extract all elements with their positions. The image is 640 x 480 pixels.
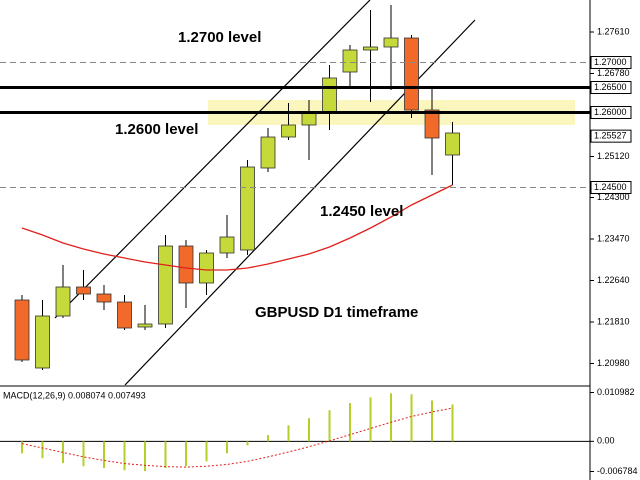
candle-body	[76, 286, 91, 295]
y-tick-label: 1.20980	[597, 358, 630, 368]
channel-upper	[54, 0, 371, 319]
level-label-box	[590, 129, 632, 143]
y-tick-label: -0.006784	[597, 466, 638, 476]
level-label-box	[590, 181, 632, 194]
y-tick-label: 1.26780	[597, 68, 630, 78]
signal-line	[21, 407, 453, 468]
candle-body	[96, 293, 112, 303]
level-label-box	[590, 81, 632, 94]
candle-body	[117, 301, 132, 329]
y-tick-label: 1.22640	[597, 275, 630, 285]
candle-body	[199, 252, 214, 284]
candle-body	[342, 49, 358, 73]
candle-body	[301, 112, 317, 126]
candle-body	[260, 136, 276, 169]
marks	[0, 5, 590, 472]
annotation: 1.2600 level	[115, 121, 198, 138]
candle-body	[137, 323, 153, 328]
y-tick-label: 1.21810	[597, 316, 630, 326]
y-tick-label: 1.23470	[597, 233, 630, 243]
level-label: 1.26500	[594, 82, 627, 92]
level-label-box	[590, 106, 632, 119]
candle-body	[219, 236, 235, 254]
candle-body	[322, 77, 337, 114]
macd-title: MACD(12,26,9) 0.008074 0.007493	[3, 390, 146, 400]
y-tick-label: 0.010982	[597, 387, 635, 397]
y-tick-label: 1.25120	[597, 151, 630, 161]
level-label: 1.26000	[594, 107, 627, 117]
candle-body	[178, 245, 194, 284]
level-label-box	[590, 56, 632, 69]
candle-body	[14, 299, 30, 361]
level-label: 1.25527	[594, 131, 627, 141]
candle-body	[363, 46, 378, 51]
channel-lower	[124, 19, 476, 386]
y-tick-label: 0.00	[597, 436, 615, 446]
candle-body	[240, 166, 255, 251]
candle-body	[55, 286, 71, 317]
candle-body	[281, 124, 296, 138]
level-label: 1.27000	[594, 57, 627, 67]
annotation: 1.2700 level	[178, 29, 261, 46]
annotation: GBPUSD D1 timeframe	[255, 304, 418, 321]
candle-body	[445, 132, 460, 156]
y-tick-label: 1.24300	[597, 192, 630, 202]
candle-body	[35, 315, 50, 369]
candle-body	[404, 37, 419, 111]
y-tick-label: 1.27610	[597, 26, 630, 36]
labels: 1.27610 1.26780 1.25120 1.24300 1.23470 1.226…	[590, 26, 638, 476]
candle-body	[383, 37, 399, 48]
level-label: 1.24500	[594, 182, 627, 192]
moving-average	[21, 184, 453, 271]
candle-body	[424, 109, 440, 139]
candle-body	[158, 245, 173, 325]
annotation: 1.2450 level	[320, 203, 403, 220]
